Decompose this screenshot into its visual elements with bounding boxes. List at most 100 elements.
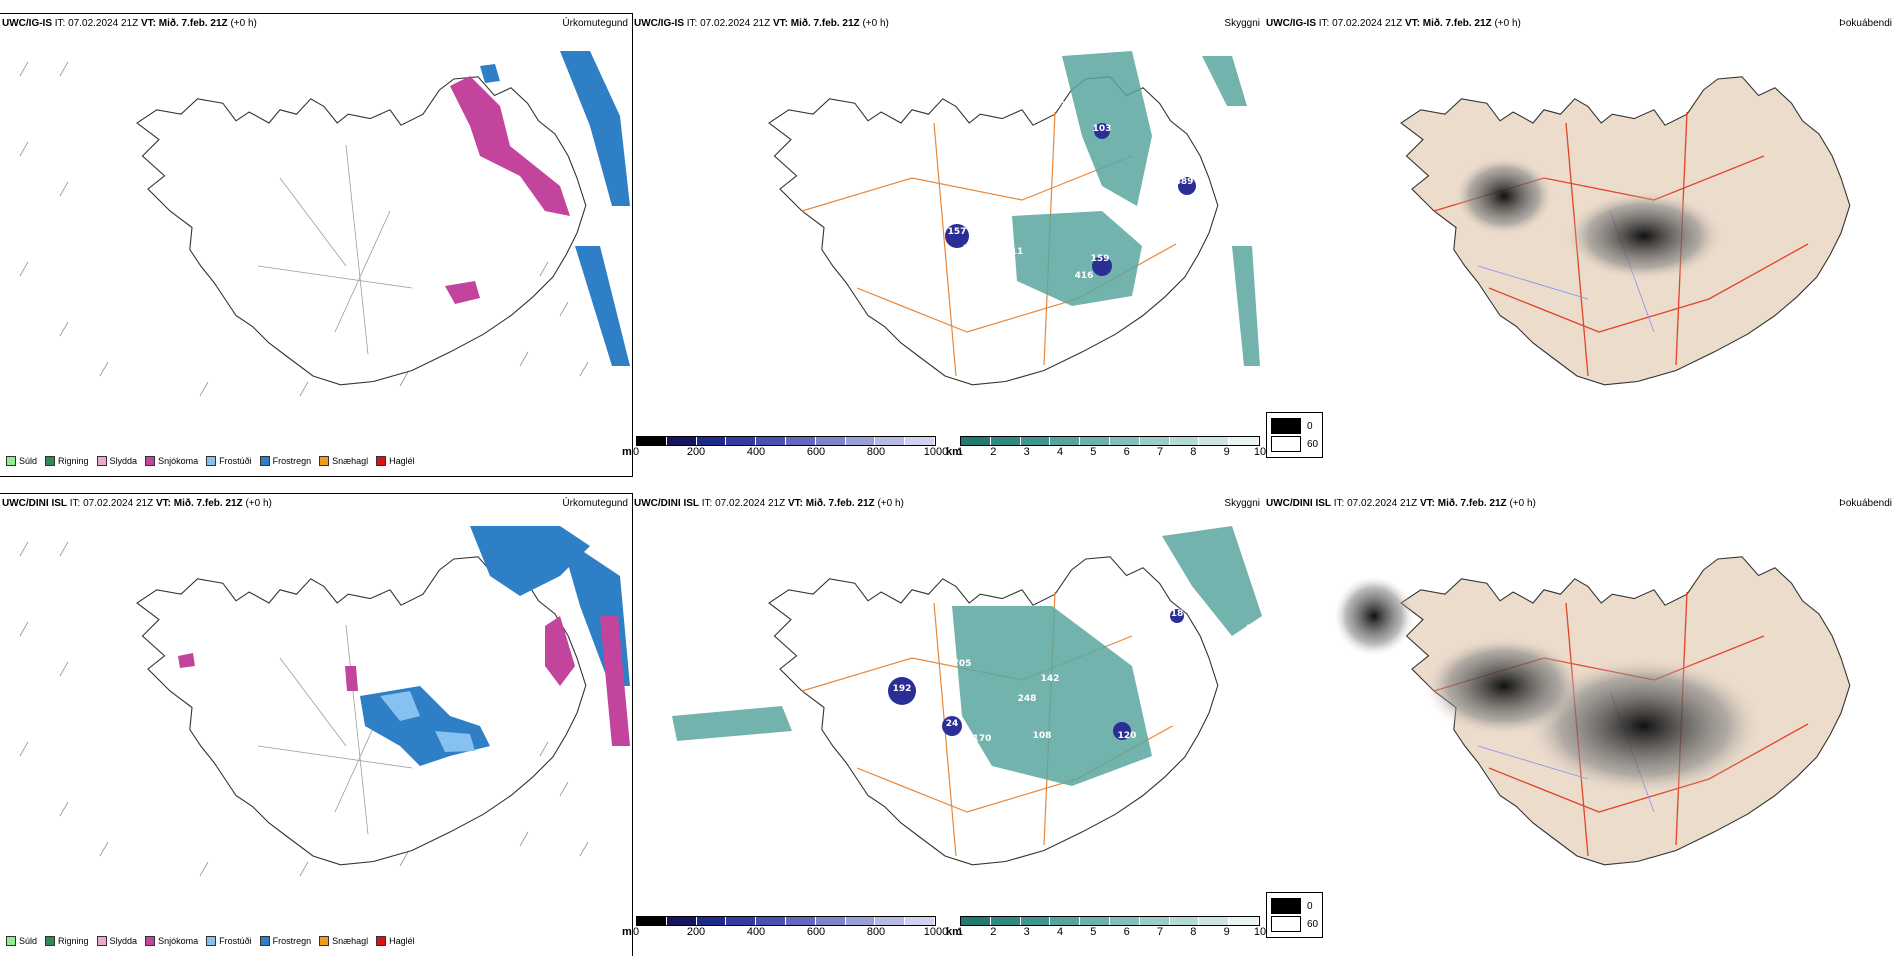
legend-label: Slydda — [109, 456, 138, 466]
panel-header: UWC/IG-IS IT: 07.02.2024 21Z VT: Mið. 7.… — [1266, 18, 1521, 29]
visibility-value-label: 11 — [1011, 247, 1024, 257]
fog-legend-label: 0 — [1307, 420, 1313, 432]
fog-legend-item: 0 — [1271, 417, 1318, 435]
legend-item: Frostregn — [259, 456, 312, 466]
visibility-value-label: 157 — [948, 227, 967, 237]
colorbar-segment — [990, 917, 1021, 925]
legend-label: Frostúði — [219, 456, 252, 466]
colorbar-segment — [696, 917, 727, 925]
visibility-colorbar-row2: 1 2 3 4 5 6 7 8 9 10 km — [946, 916, 1266, 938]
colorbar-tick: 1 — [956, 926, 964, 938]
colorbar-tick: 400 — [746, 446, 766, 458]
visibility-value-label: 159 — [1091, 254, 1110, 264]
colorbar-segment — [1199, 917, 1230, 925]
colorbar-segment — [696, 437, 727, 445]
panel-header: UWC/IG-IS IT: 07.02.2024 21Z VT: Mið. 7.… — [2, 18, 257, 29]
visibility-map: 18 10 705 192 142 248 24 87 170 108 120 36 — [672, 526, 1262, 866]
legend-swatch — [376, 936, 387, 946]
legend-label: Haglél — [389, 456, 415, 466]
legend-label: Frostúði — [219, 936, 252, 946]
visibility-colorbar-row1: 1 2 3 4 5 6 7 8 9 10 km — [946, 436, 1266, 458]
colorbar-tick: 2 — [990, 926, 997, 938]
legend-item: Súld — [6, 936, 37, 946]
panel-header: UWC/DINI ISL IT: 07.02.2024 21Z VT: Mið.… — [634, 498, 904, 509]
colorbar-segment — [961, 917, 991, 925]
legend-item: Frostúði — [206, 936, 252, 946]
precip-type-panel-row1: UWC/IG-IS IT: 07.02.2024 21Z VT: Mið. 7.… — [0, 13, 633, 477]
precip-legend: Súld Rigning Slydda Snjókoma Frostúði Frostre… — [6, 936, 415, 946]
visibility-value-label: 159 — [963, 244, 982, 254]
legend-item: Snjókoma — [145, 936, 198, 946]
legend-item: Rigning — [45, 936, 89, 946]
colorbar-segment — [1080, 917, 1110, 925]
visibility-panel-row2: UWC/DINI ISL IT: 07.02.2024 21Z VT: Mið.… — [632, 494, 1264, 956]
colorbar-segment — [1050, 917, 1081, 925]
colorbar-segment — [1199, 437, 1230, 445]
legend-item: Rigning — [45, 456, 89, 466]
panel-title: Þokuábendi — [1839, 18, 1892, 29]
legend-item: Slydda — [96, 936, 138, 946]
precip-type-panel-row2: UWC/DINI ISL IT: 07.02.2024 21Z VT: Mið.… — [0, 493, 633, 956]
legend-swatch — [45, 456, 56, 466]
legend-swatch — [145, 936, 156, 946]
colorbar-tick: 5 — [1090, 446, 1097, 458]
colorbar-tick: 400 — [746, 926, 766, 938]
colorbar-segment — [1229, 437, 1259, 445]
colorbar-tick: 6 — [1123, 926, 1130, 938]
colorbar-segment — [1050, 437, 1081, 445]
legend-item: Snæhagl — [319, 456, 368, 466]
visibility-value-label: 120 — [1118, 731, 1137, 741]
panel-header: UWC/IG-IS IT: 07.02.2024 21Z VT: Mið. 7.… — [634, 18, 889, 29]
visibility-value-label: 248 — [1018, 694, 1037, 704]
fog-legend-item: 60 — [1271, 915, 1318, 933]
legend-swatch — [45, 936, 56, 946]
visibility-value-label: 24 — [946, 719, 959, 729]
fog-legend-swatch — [1271, 916, 1301, 932]
legend-swatch — [6, 456, 16, 466]
legend-swatch — [6, 936, 16, 946]
colorbar-segment — [1080, 437, 1110, 445]
elevation-colorbar-row1: 0 200 400 600 800 1000 m — [622, 436, 948, 458]
colorbar-segment — [1020, 917, 1051, 925]
colorbar-tick: 200 — [686, 446, 706, 458]
colorbar-tick: 4 — [1056, 926, 1064, 938]
panel-title: Úrkomutegund — [562, 498, 628, 509]
colorbar-segment — [875, 917, 906, 925]
colorbar-tick: 3 — [1023, 446, 1030, 458]
legend-item: Slydda — [96, 456, 138, 466]
colorbar-segment — [726, 437, 757, 445]
visibility-value-label: 342 — [1018, 101, 1037, 111]
visibility-value-label: 170 — [973, 734, 992, 744]
visibility-map: 342 863 103 177 489 157 57 33 159 11 159 416 — [768, 51, 1260, 386]
colorbar-tick: 2 — [990, 446, 997, 458]
legend-swatch — [206, 936, 217, 946]
precip-type-map — [19, 51, 630, 397]
colorbar-segment — [1139, 917, 1170, 925]
colorbar-segment — [875, 437, 906, 445]
colorbar-segment — [756, 917, 786, 925]
colorbar-segment — [1229, 917, 1259, 925]
fog-legend-swatch — [1271, 418, 1301, 434]
fog-legend-row2: 0 60 — [1266, 892, 1324, 938]
legend-label: Snæhagl — [332, 936, 369, 946]
colorbar-tick: 800 — [866, 446, 886, 458]
visibility-panel-row1: UWC/IG-IS IT: 07.02.2024 21Z VT: Mið. 7.… — [632, 14, 1264, 476]
panel-header: UWC/DINI ISL IT: 07.02.2024 21Z VT: Mið.… — [1266, 498, 1536, 509]
fog-map — [1400, 76, 1851, 386]
visibility-value-label: 33 — [926, 234, 939, 244]
legend-swatch — [376, 456, 387, 466]
colorbar-tick: 1000 — [923, 926, 949, 938]
fog-legend-item: 0 — [1271, 897, 1318, 915]
colorbar-segment — [1169, 917, 1200, 925]
colorbar-tick: 8 — [1190, 926, 1197, 938]
colorbar-tick: 3 — [1023, 926, 1030, 938]
colorbar-tick: 1000 — [923, 446, 949, 458]
colorbar-segment — [990, 437, 1021, 445]
legend-label: Slydda — [109, 936, 138, 946]
legend-label: Haglél — [389, 936, 415, 946]
legend-label: Rigning — [58, 936, 89, 946]
legend-label: Frostregn — [272, 456, 312, 466]
colorbar-segment — [1139, 437, 1170, 445]
colorbar-segment — [785, 437, 816, 445]
fog-panel-row2: UWC/DINI ISL IT: 07.02.2024 21Z VT: Mið.… — [1264, 494, 1896, 956]
